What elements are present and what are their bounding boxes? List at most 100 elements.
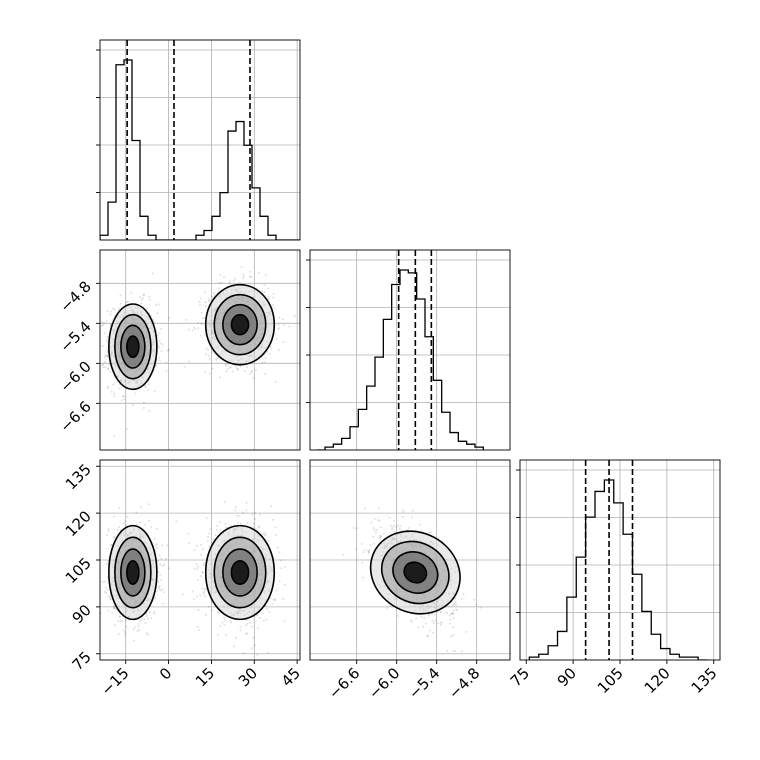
scatter-point (145, 615, 148, 618)
scatter-point (105, 320, 108, 323)
scatter-point (143, 618, 146, 621)
scatter-point (223, 501, 226, 504)
scatter-point (260, 361, 263, 364)
scatter-point (432, 631, 435, 634)
scatter-point (102, 324, 105, 327)
scatter-point (242, 651, 245, 654)
scatter-point (277, 324, 280, 327)
y-tick-label: 120 (62, 507, 95, 540)
x-tick-label: 0 (156, 664, 175, 683)
scatter-point (196, 568, 199, 571)
scatter-point (270, 505, 273, 508)
scatter-point (273, 598, 276, 601)
scatter-point (144, 386, 147, 389)
scatter-point (241, 511, 244, 514)
scatter-point (111, 611, 114, 614)
scatter-point (363, 507, 366, 510)
scatter-point (104, 586, 107, 589)
scatter-point (439, 621, 442, 624)
scatter-point (175, 520, 178, 523)
scatter-point (146, 617, 149, 620)
scatter-point (219, 376, 222, 379)
scatter-point (196, 625, 199, 628)
scatter-point (145, 307, 148, 310)
scatter-point (212, 538, 215, 541)
scatter-point (207, 535, 210, 538)
axes-frame (309, 249, 511, 451)
scatter-point (252, 636, 255, 639)
scatter-point (243, 370, 246, 373)
scatter-point (370, 521, 373, 524)
scatter-point (106, 355, 109, 358)
scatter-point (261, 533, 264, 536)
scatter-point (161, 343, 164, 346)
scatter-point (105, 563, 108, 566)
scatter-point (234, 505, 237, 508)
scatter-point (124, 619, 127, 622)
scatter-point (132, 628, 135, 631)
scatter-point (283, 583, 286, 586)
scatter-point (455, 608, 458, 611)
scatter-point (204, 353, 207, 356)
scatter-point (245, 632, 248, 635)
scatter-point (183, 365, 186, 368)
scatter-point (249, 275, 252, 278)
scatter-point (207, 605, 210, 608)
scatter-point (264, 273, 267, 276)
scatter-point (203, 316, 206, 319)
scatter-point (117, 632, 120, 635)
scatter-point (147, 503, 150, 506)
scatter-point (159, 342, 162, 345)
scatter-point (369, 544, 372, 547)
scatter-point (157, 580, 160, 583)
scatter-point (439, 623, 442, 626)
scatter-point (155, 590, 158, 593)
x-tick-label: 90 (554, 664, 580, 690)
scatter-point (453, 603, 456, 606)
scatter-point (283, 565, 286, 568)
scatter-point (106, 339, 109, 342)
scatter-point (393, 530, 396, 533)
scatter-point (162, 602, 165, 605)
scatter-point (368, 549, 371, 552)
scatter-point (236, 368, 239, 371)
scatter-point (256, 614, 259, 617)
scatter-point (410, 619, 413, 622)
scatter-point (232, 279, 235, 282)
scatter-point (278, 316, 281, 319)
scatter-point (106, 588, 109, 591)
scatter-point (198, 301, 201, 304)
scatter-point (158, 554, 161, 557)
scatter-point (144, 384, 147, 387)
scatter-point (250, 647, 253, 650)
scatter-point (110, 310, 113, 313)
scatter-point (109, 313, 112, 316)
scatter-point (257, 526, 260, 529)
scatter-point (148, 611, 151, 614)
scatter-point (139, 521, 142, 524)
scatter-point (158, 346, 161, 349)
scatter-point (188, 542, 191, 545)
scatter-point (113, 607, 116, 610)
scatter-point (422, 625, 425, 628)
scatter-point (223, 619, 226, 622)
scatter-point (236, 515, 239, 518)
scatter-point (191, 590, 194, 593)
scatter-point (242, 275, 245, 278)
scatter-point (153, 537, 156, 540)
scatter-point (398, 527, 401, 530)
scatter-point (203, 562, 206, 565)
scatter-points (100, 266, 296, 438)
scatter-point (144, 622, 147, 625)
scatter-point (205, 517, 208, 520)
scatter-point (218, 282, 221, 285)
scatter-point (263, 531, 266, 534)
scatter-point (159, 574, 162, 577)
scatter-point (203, 595, 206, 598)
scatter-point (112, 606, 115, 609)
scatter-point (196, 578, 199, 581)
scatter-point (431, 612, 434, 615)
scatter-point (201, 570, 204, 573)
scatter-point (283, 620, 286, 623)
histogram-step (316, 269, 484, 450)
